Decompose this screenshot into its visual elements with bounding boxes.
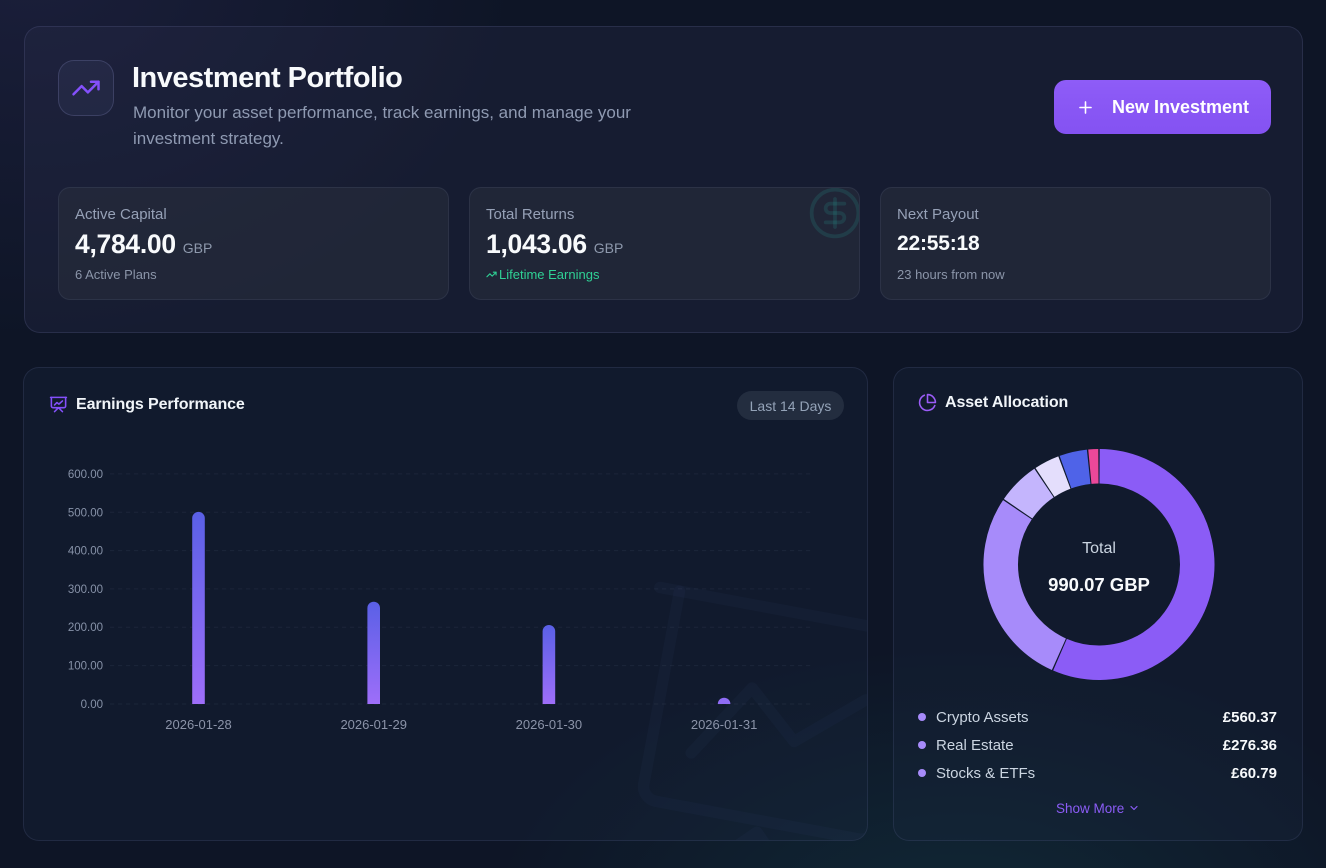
svg-text:2026-01-30: 2026-01-30 — [516, 717, 583, 732]
svg-text:2026-01-28: 2026-01-28 — [165, 717, 232, 732]
svg-text:400.00: 400.00 — [68, 546, 103, 558]
svg-text:600.00: 600.00 — [68, 469, 103, 481]
svg-text:100.00: 100.00 — [68, 661, 103, 673]
svg-text:500.00: 500.00 — [68, 507, 103, 519]
svg-text:0.00: 0.00 — [81, 699, 103, 711]
svg-text:300.00: 300.00 — [68, 584, 103, 596]
svg-text:2026-01-31: 2026-01-31 — [691, 717, 758, 732]
svg-text:2026-01-29: 2026-01-29 — [340, 717, 407, 732]
svg-text:200.00: 200.00 — [68, 622, 103, 634]
